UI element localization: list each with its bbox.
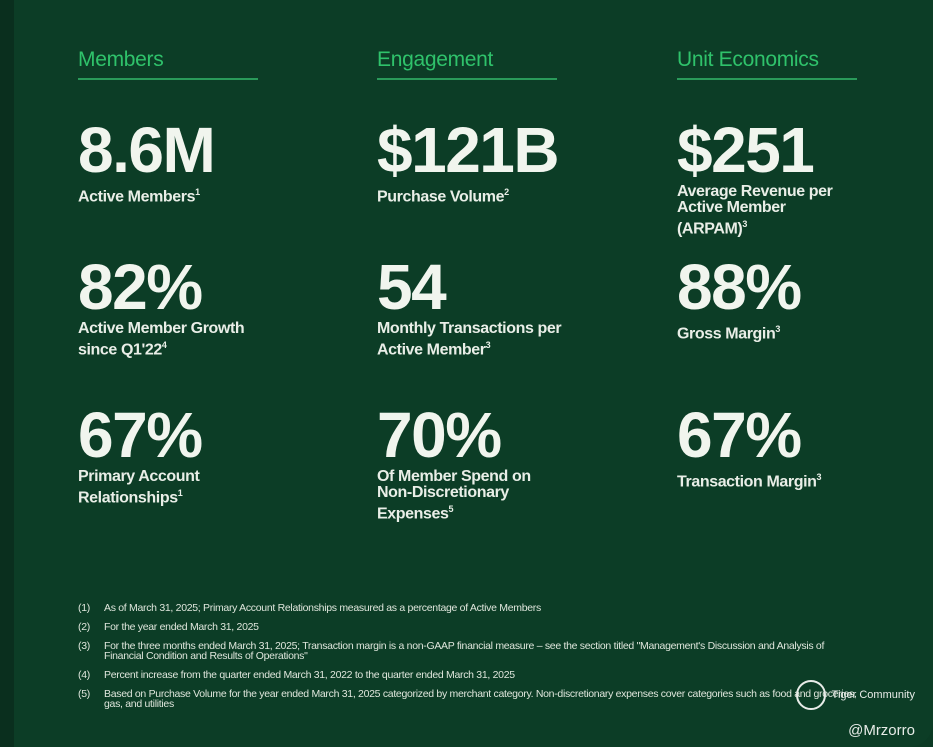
tiger-logo-icon: [795, 680, 826, 710]
stat-value: $121B: [377, 114, 560, 186]
stat: 67% Transaction Margin3: [677, 403, 847, 490]
footnote-ref: 2: [504, 187, 509, 197]
stat: $251 Average Revenue per Active Member (…: [677, 118, 847, 237]
footnote-ref: 5: [448, 504, 454, 514]
stat-value: 82%: [78, 251, 203, 323]
column-heading: Members: [78, 48, 258, 80]
footnote: (4) Percent increase from the quarter end…: [78, 669, 864, 681]
column-engagement: Engagement $121B Purchase Volume2 54 Mon…: [377, 48, 562, 522]
footnote-ref: 3: [742, 219, 747, 229]
stat-value: 70%: [377, 399, 502, 471]
stat-value: $251: [677, 114, 815, 186]
footnote: (3) For the three months ended March 31, …: [78, 640, 864, 662]
footnote-text: Percent increase from the quarter ended …: [104, 669, 515, 681]
stat-label: Average Revenue per Active Member (ARPAM…: [677, 183, 847, 238]
stat-label-text: Active Members: [78, 188, 196, 206]
column-heading: Engagement: [377, 48, 557, 80]
stat-value: 54: [377, 251, 447, 323]
stat-value: 67%: [78, 399, 203, 471]
footnote-text: For the year ended March 31, 2025: [104, 621, 259, 633]
watermark: Tiger Community @Mrzorro: [795, 680, 915, 739]
watermark-user: @Mrzorro: [848, 722, 915, 739]
footnote-ref: 4: [161, 340, 167, 350]
column-members: Members 8.6M Active Members1 82% Active …: [78, 48, 258, 506]
stat: 70% Of Member Spend on Non-Discretionary…: [377, 403, 567, 522]
footnote-ref: 3: [816, 472, 822, 482]
stat: 88% Gross Margin3: [677, 255, 847, 342]
column-heading: Unit Economics: [677, 48, 857, 80]
footnote-number: (1): [78, 602, 90, 614]
stat-label-text: Purchase Volume: [377, 188, 505, 206]
stat-label: Monthly Transactions per Active Member3: [377, 320, 567, 359]
stat-label: Transaction Margin3: [677, 469, 847, 490]
footnote-number: (3): [78, 640, 90, 652]
stat-label-text: Transaction Margin: [677, 473, 817, 491]
stat-label-text: Primary Account Relationships: [78, 468, 200, 507]
stat-label-text: Active Member Growth since Q1'22: [78, 320, 245, 359]
footnote: (5) Based on Purchase Volume for the year…: [78, 688, 864, 710]
stat-label-text: Average Revenue per Active Member (ARPAM…: [677, 183, 833, 238]
stat-value: 67%: [677, 399, 802, 471]
footnote-number: (4): [78, 669, 90, 681]
stat: 8.6M Active Members1: [78, 118, 268, 205]
stat-label-text: Of Member Spend on Non-Discretionary Exp…: [377, 468, 531, 523]
stat-label-text: Monthly Transactions per Active Member: [377, 320, 562, 359]
footnote-ref: 1: [195, 187, 200, 197]
footnote-text: As of March 31, 2025; Primary Account Re…: [104, 602, 541, 614]
footnote-number: (5): [78, 688, 90, 700]
footnote-text: For the three months ended March 31, 202…: [104, 640, 825, 662]
footnotes: (1) As of March 31, 2025; Primary Account…: [78, 603, 864, 718]
stat-label: Gross Margin3: [677, 321, 847, 342]
stat-value: 8.6M: [78, 114, 216, 186]
stat-label: Active Member Growth since Q1'224: [78, 320, 268, 359]
stat-label: Active Members1: [78, 184, 268, 205]
column-unit-economics: Unit Economics $251 Average Revenue per …: [677, 48, 857, 490]
footnote-ref: 3: [775, 324, 780, 334]
footnote: (1) As of March 31, 2025; Primary Account…: [78, 602, 864, 614]
stat: 54 Monthly Transactions per Active Membe…: [377, 255, 567, 358]
slide-panel: [14, 0, 933, 747]
footnote-text: Based on Purchase Volume for the year en…: [104, 688, 857, 710]
footnote-number: (2): [78, 621, 90, 633]
stat: 67% Primary Account Relationships1: [78, 403, 268, 506]
stat: $121B Purchase Volume2: [377, 118, 567, 205]
stat-label: Of Member Spend on Non-Discretionary Exp…: [377, 468, 567, 523]
stat-label-text: Gross Margin: [677, 325, 776, 343]
watermark-brand: Tiger Community: [831, 688, 915, 701]
footnote-ref: 1: [177, 488, 183, 498]
stat-label: Purchase Volume2: [377, 184, 567, 205]
stat-value: 88%: [677, 251, 802, 323]
footnote: (2) For the year ended March 31, 2025: [78, 621, 864, 633]
stat: 82% Active Member Growth since Q1'224: [78, 255, 268, 358]
footnote-ref: 3: [485, 340, 491, 350]
left-edge: [0, 0, 14, 747]
stat-label: Primary Account Relationships1: [78, 468, 268, 507]
